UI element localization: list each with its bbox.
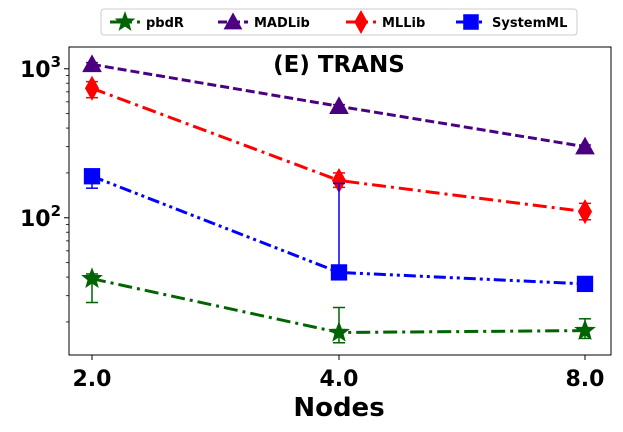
data-point [330, 264, 348, 281]
y-tick-label: 102 [20, 202, 61, 232]
data-point [577, 199, 593, 225]
legend-swatch-marker [223, 12, 243, 30]
data-point [329, 96, 349, 114]
data-point [576, 275, 594, 293]
series-madlib [82, 54, 595, 155]
data-point [82, 54, 102, 73]
legend-label: MLLib [382, 16, 425, 31]
legend: pbdR MADLib MLLib SystemML [100, 8, 578, 36]
x-tick-label: 2.0 [73, 367, 112, 392]
y-minor-ticks [66, 75, 69, 323]
data-point [328, 321, 350, 342]
y-tick-label: 103 [20, 53, 61, 83]
data-point [575, 136, 595, 155]
x-axis-title: Nodes [293, 393, 384, 423]
plot-frame [68, 46, 612, 356]
data-point [81, 267, 103, 288]
legend-swatch-marker [354, 10, 368, 34]
series-systemml [83, 168, 594, 293]
data-point [83, 168, 101, 185]
legend-label: pbdR [146, 16, 184, 31]
x-tick-label: 8.0 [566, 367, 605, 392]
x-axis-ticks: 2.0 4.0 8.0 [73, 355, 605, 392]
series-pbdr [81, 267, 596, 344]
data-point [84, 75, 100, 101]
x-tick-label: 4.0 [320, 367, 359, 392]
chart-marks [81, 54, 596, 344]
legend-label: SystemML [492, 16, 567, 31]
legend-frame [100, 8, 578, 36]
legend-label: MADLib [254, 16, 310, 31]
data-point [574, 319, 596, 340]
y-axis-ticks: 102 103 [20, 53, 69, 232]
legend-swatch-marker [463, 14, 479, 30]
series-mllib [84, 75, 593, 225]
chart-title: (E) TRANS [273, 52, 405, 78]
legend-swatch-marker [114, 11, 136, 31]
